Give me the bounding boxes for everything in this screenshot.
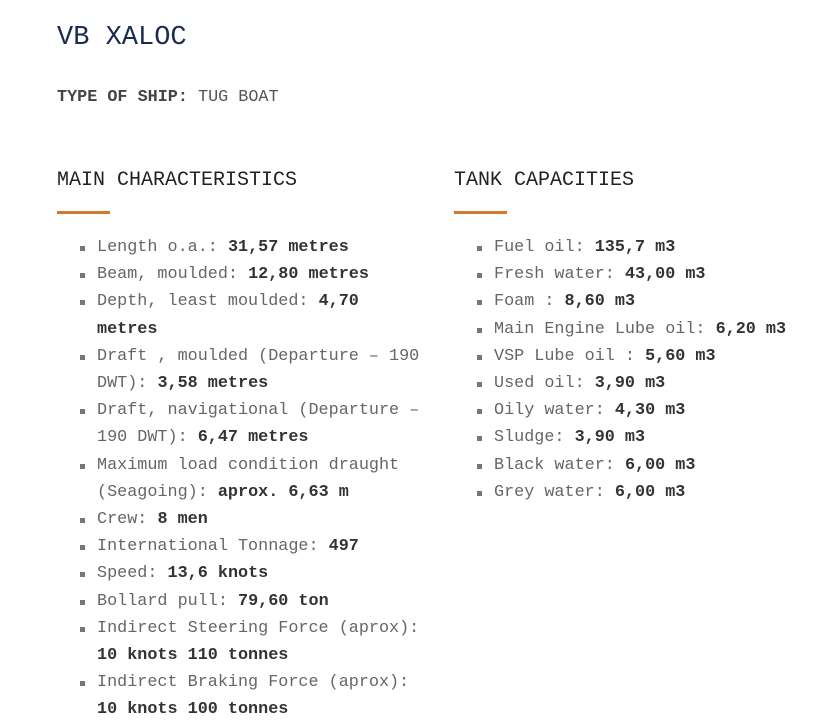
type-of-ship-value: TUG BOAT <box>198 88 279 107</box>
item-value: 5,60 m3 <box>645 346 716 366</box>
item-label: Fresh water: <box>494 265 615 285</box>
item-label: Indirect Steering Force (aprox): <box>97 618 420 638</box>
tank-capacities-heading: TANK CAPACITIES <box>454 169 635 192</box>
list-item: Used oil: 3,90 m3 <box>477 370 824 397</box>
heading-underline <box>454 211 507 214</box>
item-label: Draft, navigational (Departure – 190 DWT… <box>97 401 420 448</box>
list-item: Crew: 8 men <box>80 506 422 533</box>
type-of-ship: TYPE OF SHIP: TUG BOAT <box>57 87 279 109</box>
item-value: 10 knots 110 tonnes <box>97 646 289 666</box>
item-value: 8,60 m3 <box>564 292 636 312</box>
item-value: 6,47 metres <box>197 428 309 448</box>
item-value: 4,30 m3 <box>614 401 686 421</box>
item-label: International Tonnage: <box>97 537 319 557</box>
list-item: Draft, navigational (Departure – 190 DWT… <box>80 397 422 451</box>
item-value: 6,00 m3 <box>624 455 696 475</box>
item-value: 3,90 m3 <box>594 374 666 394</box>
item-label: Speed: <box>97 564 158 584</box>
item-label: Oily water: <box>494 401 605 421</box>
item-value: 10 knots 100 tonnes <box>97 700 289 720</box>
list-item: Length o.a.: 31,57 metres <box>80 234 422 261</box>
main-characteristics-section: MAIN CHARACTERISTICS Length o.a.: 31,57 … <box>57 166 427 724</box>
list-item: Speed: 13,6 knots <box>80 560 422 587</box>
list-item: Main Engine Lube oil: 6,20 m3 <box>477 316 824 343</box>
main-characteristics-list: Length o.a.: 31,57 metres Beam, moulded: … <box>57 234 427 724</box>
page-title: VB XALOC <box>57 23 187 53</box>
list-item: Indirect Steering Force (aprox): 10 knot… <box>80 615 422 669</box>
item-value: 6,00 m3 <box>614 482 686 502</box>
list-item: International Tonnage: 497 <box>80 533 422 560</box>
list-item: VSP Lube oil : 5,60 m3 <box>477 343 824 370</box>
item-label: Used oil: <box>494 374 585 394</box>
list-item: Foam : 8,60 m3 <box>477 288 824 315</box>
list-item: Fresh water: 43,00 m3 <box>477 261 824 288</box>
item-value: aprox. 6,63 m <box>217 482 349 502</box>
list-item: Oily water: 4,30 m3 <box>477 397 824 424</box>
item-label: Bollard pull: <box>97 591 228 611</box>
list-item: Grey water: 6,00 m3 <box>477 479 824 506</box>
item-value: 8 men <box>157 510 208 530</box>
list-item: Depth, least moulded: 4,70 metres <box>80 288 422 342</box>
main-characteristics-heading: MAIN CHARACTERISTICS <box>57 169 298 192</box>
item-label: Length o.a.: <box>97 238 218 257</box>
item-label: Fuel oil: <box>494 238 585 257</box>
list-item: Beam, moulded: 12,80 metres <box>80 261 422 288</box>
item-label: Depth, least moulded: <box>97 292 309 312</box>
list-item: Indirect Braking Force (aprox): 10 knots… <box>80 669 422 723</box>
item-value: 43,00 m3 <box>624 265 706 285</box>
tank-capacities-list: Fuel oil: 135,7 m3 Fresh water: 43,00 m3 F… <box>454 234 824 506</box>
item-value: 6,20 m3 <box>715 319 787 339</box>
item-value: 13,6 knots <box>167 564 269 584</box>
item-label: Sludge: <box>494 428 565 448</box>
item-value: 79,60 ton <box>238 591 329 611</box>
list-item: Bollard pull: 79,60 ton <box>80 588 422 615</box>
item-value: 12,80 metres <box>248 265 369 285</box>
item-value: 497 <box>328 537 359 557</box>
list-item: Maximum load condition draught (Seagoing… <box>80 452 422 506</box>
list-item: Fuel oil: 135,7 m3 <box>477 234 824 261</box>
item-label: Draft , moulded (Departure – 190 DWT): <box>97 346 420 394</box>
item-label: Foam : <box>494 292 555 312</box>
item-value: 135,7 m3 <box>594 238 676 257</box>
item-label: VSP Lube oil : <box>494 346 635 366</box>
item-value: 31,57 metres <box>227 238 349 257</box>
tank-capacities-section: TANK CAPACITIES Fuel oil: 135,7 m3 Fresh … <box>454 166 824 506</box>
item-label: Crew: <box>97 510 148 530</box>
list-item: Sludge: 3,90 m3 <box>477 424 824 451</box>
heading-underline <box>57 211 110 214</box>
item-label: Black water: <box>494 455 615 475</box>
item-label: Main Engine Lube oil: <box>494 319 706 339</box>
item-value: 3,90 m3 <box>574 428 646 448</box>
list-item: Black water: 6,00 m3 <box>477 452 824 479</box>
item-value: 3,58 metres <box>157 374 269 394</box>
item-label: Maximum load condition draught (Seagoing… <box>97 455 400 502</box>
type-of-ship-label: TYPE OF SHIP: <box>57 88 188 107</box>
item-label: Indirect Braking Force (aprox): <box>97 673 410 693</box>
list-item: Draft , moulded (Departure – 190 DWT): 3… <box>80 343 422 397</box>
item-label: Grey water: <box>494 482 605 502</box>
item-value: 4,70 metres <box>97 292 359 339</box>
item-label: Beam, moulded: <box>97 265 238 285</box>
